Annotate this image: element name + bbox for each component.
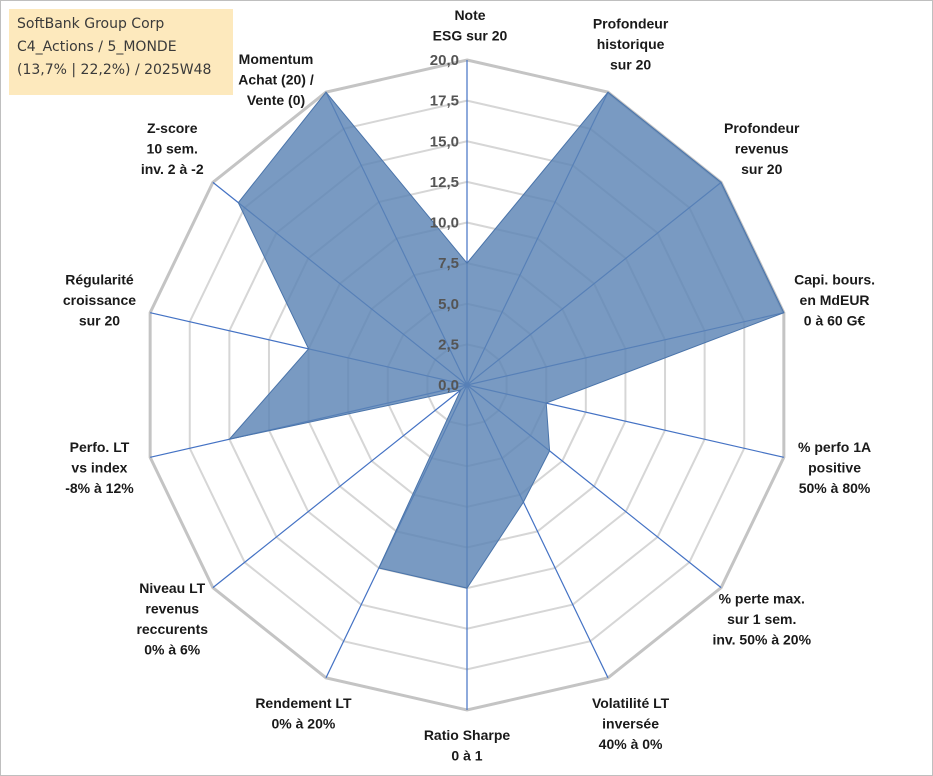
tick-label: 2,5	[438, 336, 459, 353]
axis-label: Momentum Achat (20) / Vente (0)	[238, 51, 314, 108]
axis-label: % perte max. sur 1 sem. inv. 50% à 20%	[712, 590, 811, 647]
axis-label: Profondeur historique sur 20	[593, 16, 669, 73]
tick-label: 20,0	[430, 52, 459, 69]
axis-label: % perfo 1A positive 50% à 80%	[798, 439, 871, 496]
tick-label: 10,0	[430, 215, 459, 232]
axis-label: Volatilité LT inversée 40% à 0%	[592, 695, 670, 752]
radar-axis-labels: Note ESG sur 20 Profondeur historique sur 20…	[63, 7, 875, 764]
axis-label: Rendement LT 0% à 20%	[255, 695, 352, 732]
tick-label: 17,5	[430, 93, 459, 110]
axis-label: Ratio Sharpe 0 à 1	[424, 727, 511, 764]
axis-spoke	[212, 384, 468, 589]
tick-label: 5,0	[438, 296, 459, 313]
axis-label: Capi. bours. en MdEUR 0 à 60 G€	[794, 271, 875, 328]
category-path: C4_Actions / 5_MONDE	[17, 39, 177, 55]
axis-label: Z-score 10 sem. inv. 2 à -2	[141, 120, 204, 177]
radar-series	[227, 91, 785, 589]
series-area	[227, 91, 785, 589]
tick-label: 15,0	[430, 133, 459, 150]
tick-label: 7,5	[438, 255, 459, 272]
axis-label: Profondeur revenus sur 20	[724, 120, 800, 177]
axis-label: Niveau LT revenus reccurents 0% à 6%	[136, 580, 208, 658]
tick-label: 0,0	[438, 377, 459, 394]
info-box: SoftBank Group Corp C4_Actions / 5_MONDE…	[9, 9, 233, 95]
company-name: SoftBank Group Corp	[17, 16, 165, 32]
axis-label: Régularité croissance sur 20	[63, 271, 136, 328]
radar-tick-labels: 0,0 2,5 5,0 7,5 10,0 12,5 15,0 17,5 20,0	[430, 52, 459, 394]
axis-label: Note ESG sur 20	[433, 7, 508, 44]
axis-label: Perfo. LT vs index -8% à 12%	[65, 439, 134, 496]
stats-and-week: (13,7% | 22,2%) / 2025W48	[17, 62, 212, 78]
tick-label: 12,5	[430, 174, 459, 191]
